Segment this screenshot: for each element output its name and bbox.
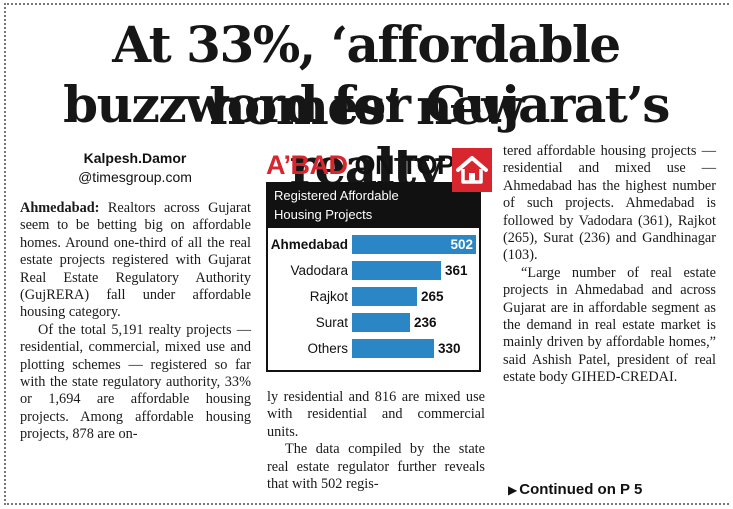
paragraph-1-text: Realtors across Gujarat seem to be betti… — [20, 200, 251, 321]
bar-label-others: Others — [307, 341, 348, 356]
top-border — [4, 3, 729, 5]
bar-surat — [352, 313, 410, 332]
chart-heading-red: A’BAD — [266, 150, 348, 180]
chart-heading-black: ON TOP — [354, 150, 456, 180]
bar-label-surat: Surat — [316, 315, 349, 330]
left-border — [4, 3, 6, 505]
chart-box: A’BAD ON TOP Registered Affordable Housi… — [266, 148, 492, 374]
chart-frame: Registered Affordable Housing Projects A… — [266, 182, 481, 372]
paragraph-5: tered affordable housing projects — resi… — [503, 143, 716, 264]
paragraph-4: The data compiled by the state real esta… — [267, 441, 485, 493]
bar-label-rajkot: Rajkot — [310, 289, 349, 304]
bar-chart: Ahmedabad 502 Vadodara 361 Rajkot 265 Surat 236… — [271, 235, 476, 358]
headline-line-1: At 33%, ‘affordable homes’ new — [112, 15, 621, 136]
paragraph-6: “Large number of real estate projects in… — [503, 264, 716, 386]
paragraph-2: Of the total 5,191 realty projects — res… — [20, 321, 251, 443]
bar-label-vadodara: Vadodara — [290, 263, 348, 278]
bar-value-surat: 236 — [414, 315, 437, 330]
byline-name: Kalpesh.Damor — [83, 150, 187, 166]
bar-label-ahmedabad: Ahmedabad — [271, 237, 348, 252]
byline-email: @timesgroup.com — [78, 169, 192, 185]
paragraph-1: Ahmedabad: Realtors across Gujarat seem … — [20, 200, 251, 322]
continued-link[interactable]: ▶ Continued on P 5 — [508, 481, 642, 498]
house-icon — [452, 148, 492, 192]
bar-value-vadodara: 361 — [445, 263, 468, 278]
bar-rajkot — [352, 287, 417, 306]
bar-vadodara — [352, 261, 441, 280]
article-column-1: Ahmedabad: Realtors across Gujarat seem … — [20, 200, 251, 444]
dateline: Ahmedabad: — [20, 200, 100, 216]
bar-others — [352, 339, 434, 358]
bar-ahmedabad — [352, 235, 476, 254]
paragraph-3: ly residential and 816 are mixed use wit… — [267, 389, 485, 440]
bottom-border — [4, 503, 729, 505]
article-column-2: ly residential and 816 are mixed use wit… — [267, 389, 485, 493]
chart-banner-line-1: Registered Affordable — [274, 188, 399, 203]
bar-value-ahmedabad: 502 — [450, 237, 473, 252]
chart-banner-line-2: Housing Projects — [274, 207, 373, 222]
article-column-3: tered affordable housing projects — resi… — [503, 143, 716, 387]
bar-value-others: 330 — [438, 341, 461, 356]
bar-value-rajkot: 265 — [421, 289, 444, 304]
chart-heading: A’BAD ON TOP — [266, 148, 455, 182]
chart-banner: Registered Affordable Housing Projects — [268, 184, 479, 228]
continued-label: Continued on P 5 — [519, 481, 643, 498]
continued-arrow-icon: ▶ — [508, 483, 518, 497]
